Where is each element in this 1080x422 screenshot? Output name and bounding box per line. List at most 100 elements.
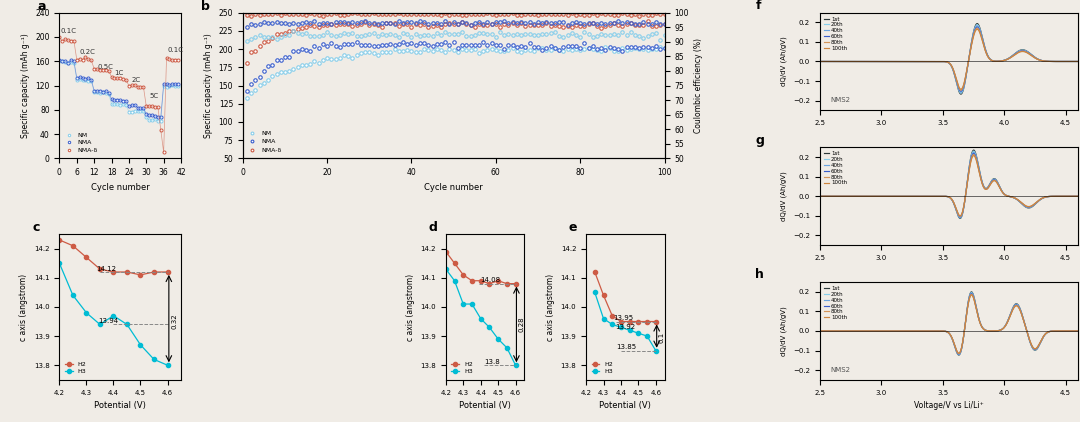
20th — [978, 45, 991, 50]
40th — [966, 291, 978, 296]
1st — [953, 352, 966, 357]
40th — [967, 150, 980, 155]
80th — [971, 160, 984, 165]
60th — [967, 151, 980, 156]
80th — [813, 59, 826, 64]
Line: 20th: 20th — [820, 292, 1078, 354]
Y-axis label: Specific capacity (mAh g⁻¹): Specific capacity (mAh g⁻¹) — [21, 33, 29, 138]
Text: c: c — [32, 221, 40, 234]
Text: f: f — [755, 0, 760, 12]
100th — [963, 163, 976, 168]
1st — [963, 159, 976, 164]
Line: 40th: 40th — [820, 293, 1078, 354]
80th — [829, 328, 842, 333]
100th — [955, 87, 968, 92]
60th — [963, 50, 976, 55]
100th — [978, 47, 991, 52]
60th — [1010, 303, 1023, 308]
Line: 100th: 100th — [820, 295, 1078, 353]
Text: 14.08: 14.08 — [480, 277, 500, 283]
Text: e: e — [569, 221, 578, 234]
1st — [971, 156, 984, 161]
20th — [963, 49, 976, 54]
60th — [978, 327, 991, 333]
20th — [955, 91, 968, 96]
80th — [1010, 51, 1023, 56]
X-axis label: Potential (V): Potential (V) — [459, 401, 511, 410]
60th — [1071, 328, 1080, 333]
Text: d: d — [429, 221, 437, 234]
Y-axis label: Specific capacity (mAh g⁻¹): Specific capacity (mAh g⁻¹) — [204, 33, 213, 138]
1st — [1010, 50, 1023, 55]
60th — [955, 89, 968, 94]
Y-axis label: Coulombic efficiency (%): Coulombic efficiency (%) — [694, 38, 703, 133]
40th — [813, 59, 826, 64]
Line: 100th: 100th — [820, 156, 1078, 216]
Line: 40th: 40th — [820, 152, 1078, 217]
80th — [978, 186, 991, 191]
Text: 5C: 5C — [149, 93, 159, 99]
20th — [971, 308, 984, 314]
80th — [1071, 328, 1080, 333]
60th — [1036, 335, 1049, 341]
60th — [971, 309, 984, 314]
60th — [954, 214, 967, 219]
Line: 60th: 60th — [820, 27, 1078, 91]
100th — [1036, 195, 1049, 200]
1st — [978, 327, 991, 333]
Text: 13.92: 13.92 — [615, 324, 635, 330]
Text: NMS2: NMS2 — [831, 97, 850, 103]
1st — [978, 185, 991, 190]
40th — [829, 194, 842, 199]
Legend: H2, H3: H2, H3 — [590, 359, 616, 377]
Text: NMS2: NMS2 — [831, 367, 850, 373]
100th — [1071, 194, 1080, 199]
20th — [978, 327, 991, 333]
20th — [1036, 58, 1049, 63]
100th — [813, 59, 826, 64]
40th — [1071, 194, 1080, 199]
80th — [963, 162, 976, 168]
20th — [1071, 59, 1080, 64]
80th — [978, 327, 991, 333]
80th — [971, 310, 984, 315]
20th — [1071, 328, 1080, 333]
80th — [829, 59, 842, 64]
1st — [966, 289, 978, 295]
40th — [813, 194, 826, 199]
20th — [971, 22, 984, 27]
Line: 80th: 80th — [820, 295, 1078, 354]
80th — [1071, 194, 1080, 199]
Line: 100th: 100th — [820, 29, 1078, 89]
20th — [963, 292, 976, 297]
Text: g: g — [755, 133, 765, 146]
100th — [829, 194, 842, 199]
Legend: NM, NMA, NMA-δ: NM, NMA, NMA-δ — [246, 128, 284, 155]
Text: h: h — [755, 268, 765, 281]
80th — [967, 152, 980, 157]
60th — [813, 194, 826, 199]
1st — [813, 59, 826, 64]
100th — [966, 292, 978, 298]
100th — [967, 153, 980, 158]
1st — [955, 92, 968, 97]
1st — [813, 194, 826, 199]
40th — [978, 327, 991, 333]
100th — [971, 310, 984, 315]
Text: 0.1C: 0.1C — [168, 46, 184, 52]
X-axis label: Voltage/V vs Li/Li⁺: Voltage/V vs Li/Li⁺ — [914, 401, 984, 410]
Text: 0.32: 0.32 — [172, 314, 177, 329]
Line: 20th: 20th — [820, 25, 1078, 93]
80th — [978, 46, 991, 51]
80th — [1036, 335, 1049, 340]
60th — [963, 293, 976, 298]
Line: 1st: 1st — [820, 292, 1078, 355]
40th — [971, 158, 984, 163]
20th — [1036, 335, 1049, 341]
Y-axis label: dQ/dV (Ah/gV): dQ/dV (Ah/gV) — [781, 37, 787, 87]
80th — [813, 194, 826, 199]
20th — [813, 59, 826, 64]
20th — [970, 22, 983, 27]
1st — [1036, 58, 1049, 63]
Text: 0.5C: 0.5C — [97, 63, 113, 70]
